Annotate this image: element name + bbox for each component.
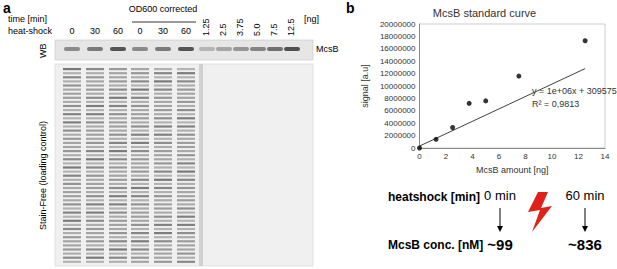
html-text:a: a bbox=[3, 0, 11, 16]
html-text:60: 60 bbox=[181, 26, 191, 36]
html-text:60 min: 60 min bbox=[565, 188, 605, 203]
html-text:3.75: 3.75 bbox=[235, 18, 245, 36]
svg-text:10000000: 10000000 bbox=[380, 82, 416, 91]
html-text:McsB: McsB bbox=[316, 44, 339, 54]
svg-text:8: 8 bbox=[523, 152, 528, 161]
html-text:~99: ~99 bbox=[487, 236, 513, 253]
svg-text:10: 10 bbox=[548, 152, 557, 161]
html-text:~836: ~836 bbox=[568, 236, 602, 253]
svg-text:2000000: 2000000 bbox=[384, 131, 416, 140]
svg-text:McsB standard curve: McsB standard curve bbox=[433, 7, 536, 19]
html-text:0: 0 bbox=[137, 26, 143, 36]
html-text:2.5: 2.5 bbox=[218, 23, 228, 36]
html-text:30: 30 bbox=[90, 26, 100, 36]
svg-text:12: 12 bbox=[574, 152, 583, 161]
svg-text:4000000: 4000000 bbox=[384, 119, 416, 128]
svg-text:McsB amount [ng]: McsB amount [ng] bbox=[476, 165, 549, 175]
html-text:WB: WB bbox=[38, 43, 48, 58]
svg-text:4: 4 bbox=[470, 152, 475, 161]
svg-text:14: 14 bbox=[601, 152, 610, 161]
svg-text:16000000: 16000000 bbox=[380, 44, 416, 53]
svg-text:20000000: 20000000 bbox=[380, 20, 416, 29]
html-text:time [min]: time [min] bbox=[8, 14, 47, 24]
html-text:Stain-Free (loading control): Stain-Free (loading control) bbox=[38, 120, 48, 230]
svg-text:6000000: 6000000 bbox=[384, 106, 416, 115]
svg-text:18000000: 18000000 bbox=[380, 32, 416, 41]
svg-text:8000000: 8000000 bbox=[384, 94, 416, 103]
html-text:30: 30 bbox=[158, 26, 168, 36]
html-text:12.5: 12.5 bbox=[286, 18, 296, 36]
html-text:McsB conc. [nM]: McsB conc. [nM] bbox=[388, 238, 484, 252]
html-text:1.25: 1.25 bbox=[201, 18, 211, 36]
html-text:[ng]: [ng] bbox=[304, 14, 319, 24]
svg-text:0: 0 bbox=[411, 144, 416, 153]
svg-text:12000000: 12000000 bbox=[380, 69, 416, 78]
html-text:5.0: 5.0 bbox=[252, 23, 262, 36]
html-text:0 min: 0 min bbox=[484, 188, 516, 203]
html-text:heatshock [min]: heatshock [min] bbox=[388, 190, 480, 204]
svg-text:2: 2 bbox=[444, 152, 449, 161]
svg-text:R² = 0,9813: R² = 0,9813 bbox=[532, 99, 579, 109]
html-text:heat-shock: heat-shock bbox=[8, 26, 52, 36]
html-text:b: b bbox=[346, 0, 355, 16]
html-text:60: 60 bbox=[113, 26, 123, 36]
svg-text:signal [a.u]: signal [a.u] bbox=[360, 64, 370, 108]
html-text:0: 0 bbox=[69, 26, 75, 36]
html-text:OD600 corrected: OD600 corrected bbox=[128, 4, 198, 14]
svg-text:14000000: 14000000 bbox=[380, 57, 416, 66]
svg-text:0: 0 bbox=[417, 152, 422, 161]
svg-text:y = 1e+06x + 309575: y = 1e+06x + 309575 bbox=[532, 85, 617, 96]
html-text:7.5: 7.5 bbox=[269, 23, 279, 36]
svg-text:6: 6 bbox=[497, 152, 502, 161]
